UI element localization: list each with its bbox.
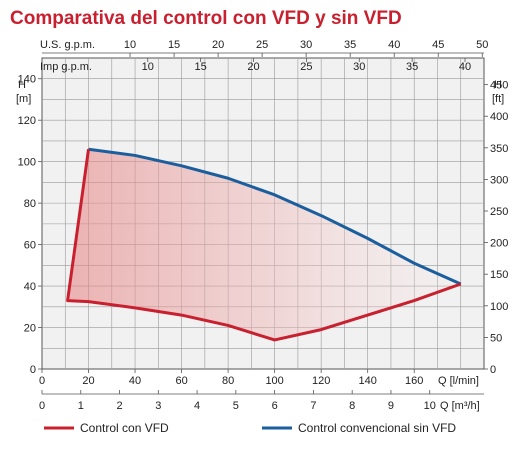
top-usgpm-tick-label: 45 <box>432 39 444 51</box>
y-right-tick-label: 400 <box>490 111 508 123</box>
x-m3h-tick-label: 2 <box>116 400 122 412</box>
top-impgpm-tick-label: 15 <box>195 61 207 73</box>
legend-label-vfd: Control con VFD <box>80 421 169 435</box>
y-left-tick-label: 120 <box>18 115 36 127</box>
x-lmin-tick-label: 140 <box>359 375 377 387</box>
top-impgpm-tick-label: 30 <box>353 61 365 73</box>
x-lmin-tick-label: 80 <box>222 375 234 387</box>
y-right-label-h: H <box>494 79 502 91</box>
y-right-tick-label: 50 <box>490 332 502 344</box>
y-right-tick-label: 300 <box>490 174 508 186</box>
top-usgpm-tick-label: 50 <box>476 39 488 51</box>
y-right-tick-label: 250 <box>490 206 508 218</box>
x-m3h-tick-label: 10 <box>424 400 436 412</box>
top-impgpm-tick-label: 40 <box>459 61 471 73</box>
x-m3h-tick-label: 4 <box>194 400 200 412</box>
x-m3h-tick-label: 0 <box>39 400 45 412</box>
x-lmin-tick-label: 0 <box>39 375 45 387</box>
series-line-vfd <box>66 149 462 342</box>
y-left-tick-label: 40 <box>24 281 36 293</box>
x-lmin-tick-label: 40 <box>129 375 141 387</box>
top-usgpm-tick-label: 15 <box>168 39 180 51</box>
y-right-tick-label: 150 <box>490 269 508 281</box>
vfd-savings-area <box>67 149 461 340</box>
series-lines <box>66 147 462 342</box>
y-right-tick-label: 200 <box>490 238 508 250</box>
x-m3h-tick-label: 8 <box>349 400 355 412</box>
y-left-tick-label: 60 <box>24 240 36 252</box>
y-left-tick-label: 0 <box>30 364 36 376</box>
x-m3h-tick-label: 3 <box>155 400 161 412</box>
top-usgpm-tick-label: 40 <box>388 39 400 51</box>
x-m3h-tick-label: 9 <box>388 400 394 412</box>
x-m3h-tick-label: 5 <box>233 400 239 412</box>
x-lmin-tick-label: 60 <box>175 375 187 387</box>
top-impgpm-tick-label: 25 <box>300 61 312 73</box>
top-axis-label-usgpm: U.S. g.p.m. <box>40 39 95 51</box>
x-lmin-tick-label: 20 <box>82 375 94 387</box>
top-usgpm-tick-label: 10 <box>124 39 136 51</box>
top-usgpm-tick-label: 25 <box>256 39 268 51</box>
top-impgpm-tick-label: 35 <box>406 61 418 73</box>
y-left-tick-label: 80 <box>24 198 36 210</box>
x-m3h-tick-label: 7 <box>310 400 316 412</box>
top-impgpm-tick-label: 10 <box>142 61 154 73</box>
y-right-tick-label: 100 <box>490 301 508 313</box>
legend-label-no-vfd: Control convencional sin VFD <box>298 421 456 435</box>
series-line-no-vfd <box>88 147 462 286</box>
top-usgpm-tick-label: 35 <box>344 39 356 51</box>
chart-title: Comparativa del control con VFD y sin VF… <box>10 8 402 29</box>
x-lmin-tick-label: 100 <box>265 375 283 387</box>
y-right-label-unit: [ft] <box>492 93 504 105</box>
x-m3h-tick-label: 6 <box>272 400 278 412</box>
y-right-tick-label: 450 <box>490 80 508 92</box>
y-left-tick-label: 140 <box>18 74 36 86</box>
x-m3h-tick-label: 1 <box>78 400 84 412</box>
top-usgpm-tick-label: 20 <box>212 39 224 51</box>
savings-region <box>67 149 461 340</box>
top-usgpm-tick-label: 30 <box>300 39 312 51</box>
axes: 0204060801001201400501001502002503003504… <box>18 39 509 412</box>
y-left-tick-label: 20 <box>24 323 36 335</box>
x-lmin-tick-label: 120 <box>312 375 330 387</box>
top-axis-label-impgpm: Imp g.p.m. <box>40 61 92 73</box>
y-left-label-h: H <box>18 79 26 91</box>
x-lmin-tick-label: 160 <box>405 375 423 387</box>
y-right-tick-label: 350 <box>490 143 508 155</box>
y-right-tick-label: 0 <box>490 364 496 376</box>
y-left-tick-label: 100 <box>18 157 36 169</box>
top-impgpm-tick-label: 20 <box>247 61 259 73</box>
x-axis-label-lmin: Q [l/min] <box>438 375 479 387</box>
y-left-label-unit: [m] <box>16 93 31 105</box>
x-axis-label-m3h: Q [m³/h] <box>440 400 480 412</box>
